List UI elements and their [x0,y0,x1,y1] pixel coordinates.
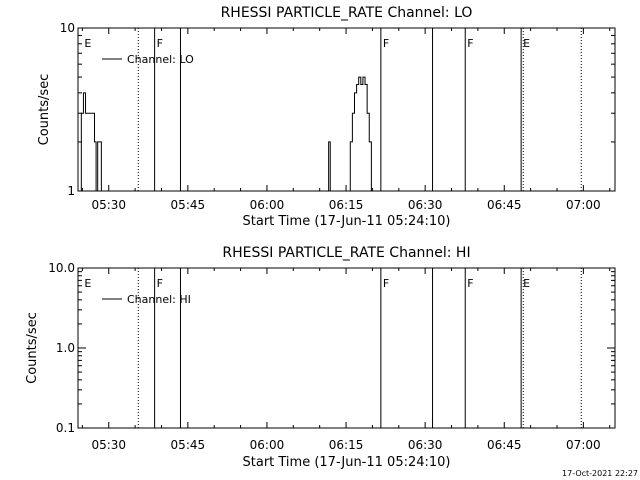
x-tick-label: 05:30 [91,438,126,452]
x-tick-label: 06:15 [329,198,364,212]
event-marker-label: F [157,277,163,290]
x-axis-label: Start Time (17-Jun-11 05:24:10) [243,214,451,229]
x-tick-label: 06:15 [329,438,364,452]
chart-panel-hi: RHESSI PARTICLE_RATE Channel: HI E F F F E 05:… [25,245,616,470]
event-marker-label: F [383,277,389,290]
event-marker-label: F [467,37,473,50]
x-tick-label: 06:30 [408,198,443,212]
series-line [348,76,374,191]
chart-panel-lo: RHESSI PARTICLE_RATE Channel: LO E F F F E 05:… [37,5,616,229]
event-marker-label: F [467,277,473,290]
x-axis-label: Start Time (17-Jun-11 05:24:10) [243,455,451,470]
chart-title: RHESSI PARTICLE_RATE Channel: LO [221,5,473,21]
event-marker-label: F [157,37,163,50]
event-marker-label: E [84,37,91,50]
x-tick-label: 06:30 [408,438,443,452]
footer-timestamp: 17-Oct-2021 22:27 [562,469,638,478]
event-marker-label: F [383,37,389,50]
x-tick-label: 06:00 [250,198,285,212]
series-line [327,141,331,191]
x-tick-label: 05:45 [171,438,206,452]
y-axis-label: Counts/sec [25,312,40,384]
x-tick-label: 06:00 [250,438,285,452]
chart-title: RHESSI PARTICLE_RATE Channel: HI [222,245,470,261]
y-tick-label: 10.0 [48,261,75,275]
y-tick-label: 0.1 [56,421,75,435]
y-tick-label: 1 [67,184,75,198]
legend-label: Channel: HI [127,293,191,306]
y-tick-label: 10 [60,21,75,35]
event-marker-label: E [523,277,530,290]
y-axis-label: Counts/sec [37,74,52,146]
event-marker-label: E [523,37,530,50]
x-tick-label: 06:45 [487,438,522,452]
x-tick-label: 05:45 [171,198,206,212]
x-tick-label: 07:00 [566,198,601,212]
x-tick-label: 05:30 [91,198,126,212]
x-tick-label: 07:00 [566,438,601,452]
x-tick-label: 06:45 [487,198,522,212]
event-marker-label: E [84,277,91,290]
legend-label: Channel: LO [127,53,194,66]
plot-frame [77,267,616,429]
y-tick-label: 1.0 [56,341,75,355]
series-line [78,92,104,191]
